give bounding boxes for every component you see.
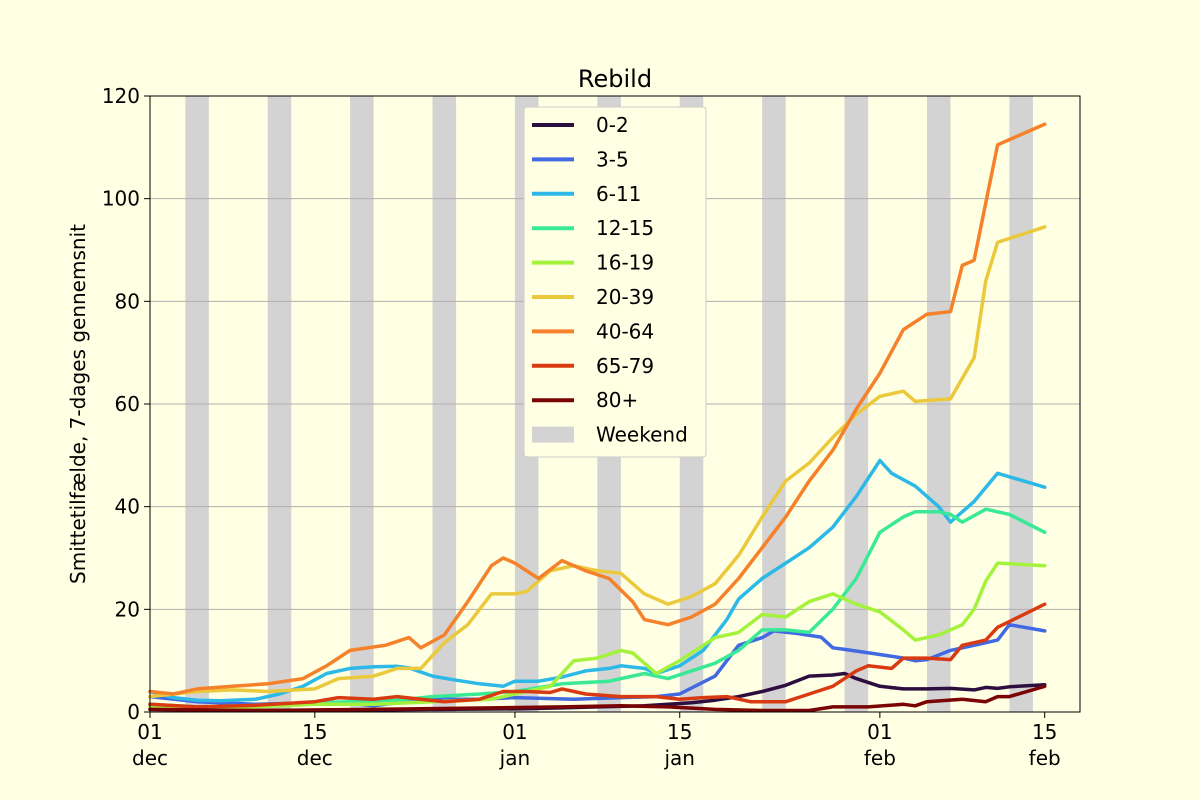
- x-tick-month: dec: [132, 746, 168, 770]
- x-tick-day: 15: [302, 720, 327, 744]
- y-tick-label: 100: [102, 187, 140, 211]
- series-line-80+: [148, 684, 1047, 713]
- legend-label: 12-15: [596, 216, 654, 240]
- x-tick-day: 01: [502, 720, 527, 744]
- chart-title: Rebild: [578, 65, 652, 93]
- x-tick-day: 01: [137, 720, 162, 744]
- series-line-20-39: [148, 225, 1047, 699]
- series-line-6-11: [148, 458, 1047, 703]
- x-tick-month: dec: [297, 746, 333, 770]
- y-tick-label: 120: [102, 84, 140, 108]
- y-tick-label: 80: [115, 289, 140, 313]
- legend-label: 80+: [596, 388, 638, 412]
- x-tick-day: 15: [1032, 720, 1057, 744]
- y-tick-label: 20: [115, 597, 140, 621]
- legend-label: 40-64: [596, 319, 654, 343]
- legend: 0-2 3-5 6-11 12-15 16-19 20-39 40-64 65-79 80+ We…: [523, 106, 707, 458]
- y-tick-label: 60: [115, 392, 140, 416]
- legend-label: Weekend: [596, 423, 688, 447]
- legend-label: 3-5: [596, 147, 629, 171]
- x-tick-day: 01: [867, 720, 892, 744]
- y-tick-label: 0: [127, 700, 140, 724]
- legend-label: 16-19: [596, 251, 654, 275]
- x-tick-month: feb: [864, 746, 896, 770]
- x-tick-day: 15: [667, 720, 692, 744]
- series-line-12-15: [148, 507, 1047, 709]
- legend-label: 0-2: [596, 113, 629, 137]
- legend-label: 6-11: [596, 182, 641, 206]
- y-axis-label: Smittetilfælde, 7-dages gennemsnit: [66, 224, 90, 584]
- x-tick-month: feb: [1029, 746, 1061, 770]
- x-tick-month: jan: [663, 746, 695, 770]
- x-tick-month: jan: [499, 746, 531, 770]
- legend-label: 20-39: [596, 285, 654, 309]
- legend-label: 65-79: [596, 354, 654, 378]
- series-line-40-64: [148, 122, 1047, 696]
- legend-swatch-weekend: [532, 426, 574, 443]
- y-tick-label: 40: [115, 495, 140, 519]
- series-line-65-79: [148, 602, 1047, 709]
